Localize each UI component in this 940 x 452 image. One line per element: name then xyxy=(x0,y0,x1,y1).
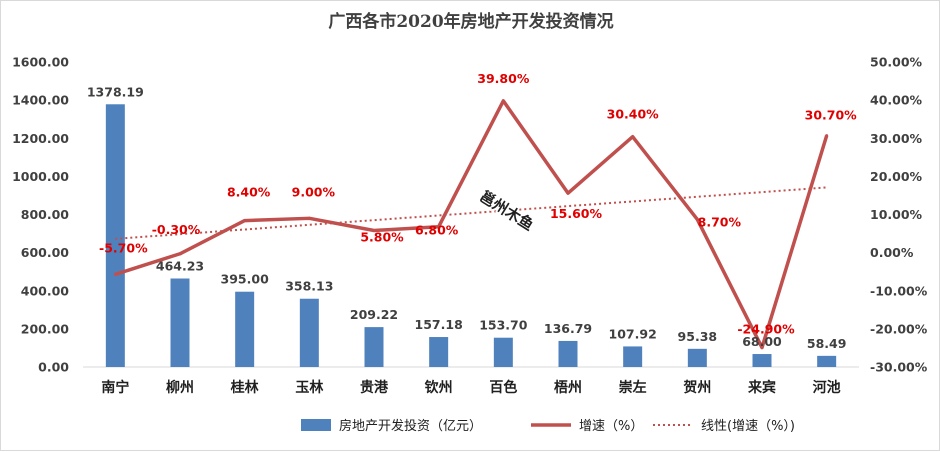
growth-value-label: 6.80% xyxy=(415,223,459,238)
right-tick-label: 0.00% xyxy=(870,245,914,260)
growth-point xyxy=(566,191,570,195)
growth-point xyxy=(825,134,829,138)
right-tick-label: 50.00% xyxy=(870,55,923,70)
category-label: 南宁 xyxy=(101,379,129,396)
category-label: 桂林 xyxy=(230,379,259,396)
category-label: 河池 xyxy=(813,379,841,396)
left-tick-label: 600.00 xyxy=(21,245,70,260)
bar xyxy=(235,291,255,367)
trendline xyxy=(115,186,827,240)
growth-point xyxy=(631,135,635,139)
bar-value-label: 209.22 xyxy=(350,307,398,322)
growth-point xyxy=(178,252,182,256)
legend-line-label: 增速（%） xyxy=(579,419,643,434)
legend: 房地产开发投资（亿元） 增速（%） 线性(增速（%）) xyxy=(301,418,795,434)
bar-value-label: 58.49 xyxy=(807,336,847,351)
category-label: 崇左 xyxy=(619,379,647,396)
growth-value-label: 8.70% xyxy=(698,214,742,229)
left-axis: 0.00 200.00 400.00 600.00 800.00 1000.00 1200.… xyxy=(12,55,859,375)
left-tick-label: 1600.00 xyxy=(12,55,69,70)
right-tick-label: 20.00% xyxy=(870,169,923,184)
legend-bar-swatch xyxy=(301,419,331,431)
category-label: 柳州 xyxy=(166,379,194,396)
bar xyxy=(752,354,772,367)
bar xyxy=(364,327,384,367)
bar xyxy=(429,337,449,367)
bar xyxy=(299,298,319,367)
growth-value-label: 30.70% xyxy=(805,108,858,123)
bar xyxy=(623,346,643,367)
right-tick-label: 10.00% xyxy=(870,207,923,222)
bar-value-label: 68.00 xyxy=(742,334,782,349)
growth-point xyxy=(695,217,699,221)
legend-bar-label: 房地产开发投资（亿元） xyxy=(339,418,482,434)
bar-value-label: 157.18 xyxy=(415,317,463,332)
category-label: 玉林 xyxy=(295,379,323,396)
right-axis: -30.00% -20.00% -10.00% 0.00% 10.00% 20.00% 30… xyxy=(870,55,928,375)
growth-point xyxy=(760,346,764,350)
bar-value-label: 153.70 xyxy=(479,318,528,333)
bar-series xyxy=(105,104,837,367)
growth-data-labels: -5.70% -0.30% 8.40% 9.00% 5.80% 6.80% 39.80% 15… xyxy=(99,71,857,337)
growth-line-series xyxy=(113,99,829,350)
bar xyxy=(558,340,578,367)
growth-value-label: -24.90% xyxy=(737,322,795,337)
growth-point xyxy=(243,219,247,223)
watermark-text: 邕州木鱼 xyxy=(476,187,536,234)
bar-data-labels: 1378.19 464.23 395.00 358.13 209.22 157.18 153… xyxy=(87,84,847,351)
right-tick-label: -20.00% xyxy=(870,321,928,336)
growth-point xyxy=(307,216,311,220)
growth-value-label: 8.40% xyxy=(227,185,271,200)
bar xyxy=(170,278,190,367)
right-tick-label: -10.00% xyxy=(870,283,928,298)
growth-line xyxy=(114,99,829,350)
bar xyxy=(817,355,837,367)
category-label: 梧州 xyxy=(554,379,582,396)
left-tick-label: 1400.00 xyxy=(12,93,69,108)
growth-value-label: 30.40% xyxy=(607,107,660,122)
right-tick-label: 30.00% xyxy=(870,131,923,146)
bar-value-label: 136.79 xyxy=(544,321,592,336)
growth-value-label: -0.30% xyxy=(152,222,201,237)
left-tick-label: 800.00 xyxy=(21,207,70,222)
growth-point xyxy=(113,272,117,276)
category-label: 百色 xyxy=(489,379,517,396)
left-tick-label: 400.00 xyxy=(21,283,70,298)
bar-value-label: 95.38 xyxy=(678,329,718,344)
growth-value-label: 39.80% xyxy=(477,71,530,86)
growth-value-label: -5.70% xyxy=(99,240,148,255)
right-tick-label: -30.00% xyxy=(870,360,928,375)
bar-value-label: 395.00 xyxy=(221,272,270,287)
chart-title: 广西各市2020年房地产开发投资情况 xyxy=(328,11,613,32)
growth-value-label: 9.00% xyxy=(292,184,336,199)
bar xyxy=(493,337,513,367)
bar xyxy=(105,104,125,367)
growth-point xyxy=(501,99,505,103)
left-tick-label: 200.00 xyxy=(21,321,70,336)
category-label: 贵港 xyxy=(360,379,389,396)
growth-point xyxy=(437,225,441,229)
left-tick-label: 0.00 xyxy=(38,360,69,375)
trendline-series xyxy=(115,186,827,240)
legend-trend-label: 线性(增速（%）) xyxy=(701,419,795,434)
category-axis-labels: 南宁 柳州 桂林 玉林 贵港 钦州 百色 梧州 崇左 贺州 来宾 河池 xyxy=(101,379,840,396)
bar-value-label: 107.92 xyxy=(609,326,657,341)
category-label: 来宾 xyxy=(747,379,776,396)
bar xyxy=(687,348,707,367)
right-tick-label: 40.00% xyxy=(870,93,923,108)
bar-value-label: 358.13 xyxy=(285,279,333,294)
category-label: 钦州 xyxy=(425,379,453,396)
bar-value-label: 1378.19 xyxy=(87,84,144,99)
left-tick-label: 1000.00 xyxy=(12,169,69,184)
growth-value-label: 15.60% xyxy=(550,206,603,221)
bar-value-label: 464.23 xyxy=(156,259,204,274)
watermark-group: 邕州木鱼 xyxy=(475,186,538,236)
left-tick-label: 1200.00 xyxy=(12,131,69,146)
growth-point xyxy=(372,229,376,233)
category-label: 贺州 xyxy=(682,379,711,396)
growth-value-label: 5.80% xyxy=(360,230,404,245)
